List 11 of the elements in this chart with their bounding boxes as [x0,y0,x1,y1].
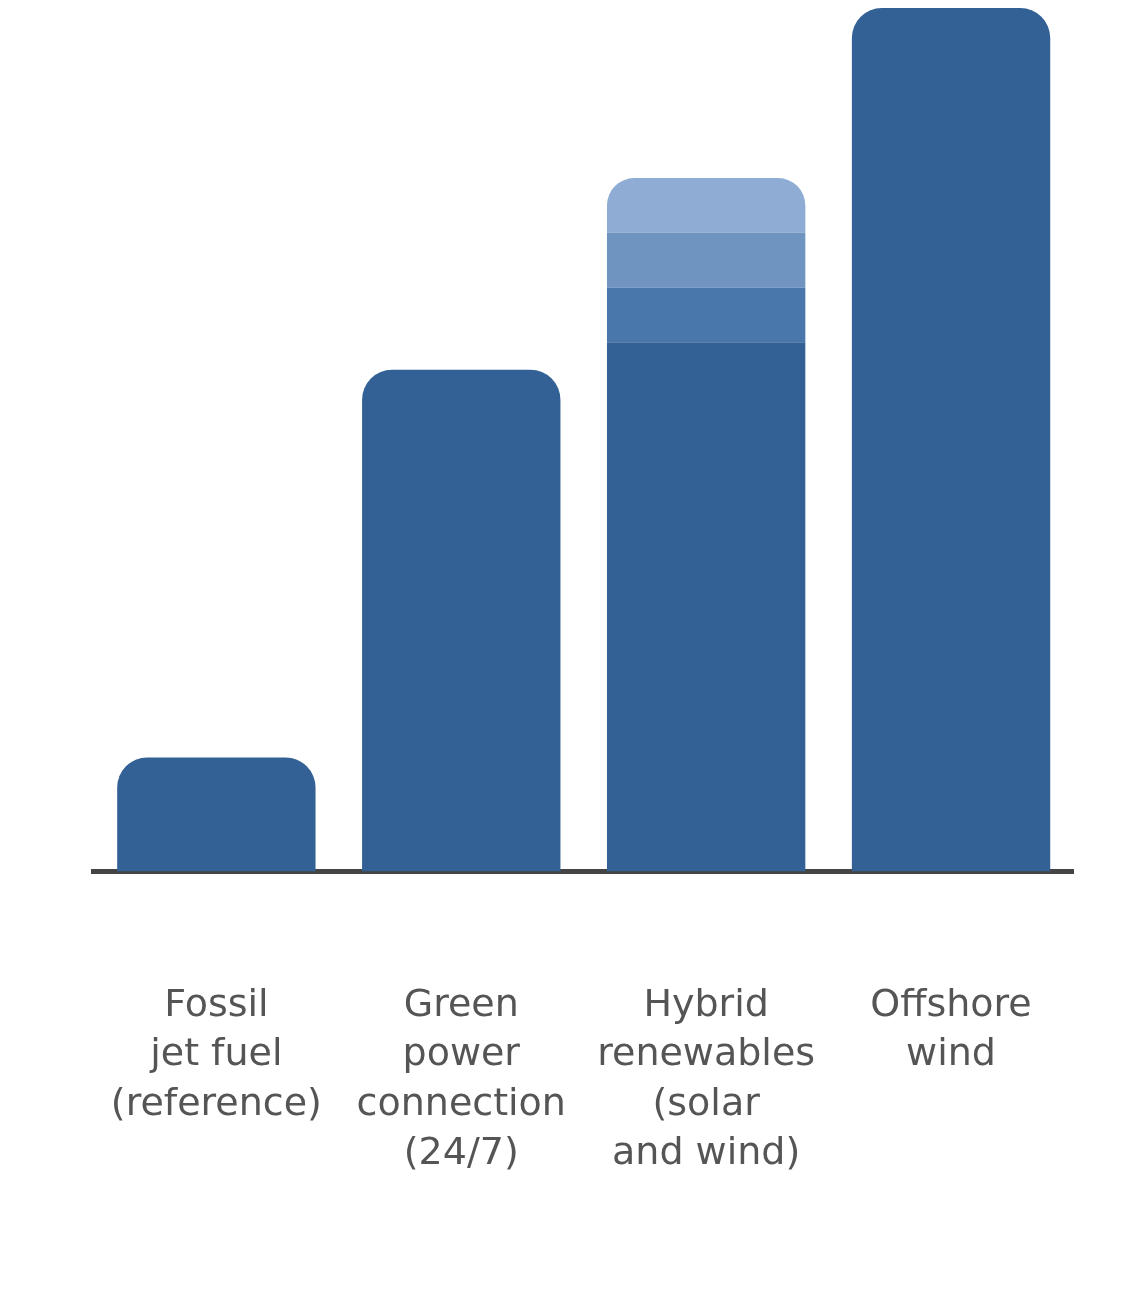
bar [606,287,806,343]
bar [851,8,1051,872]
bar [362,369,561,872]
x-tick-label: Fossil jet fuel (reference) [110,980,322,1124]
bar [606,178,806,233]
x-tick-label: Green power connection (24/7) [356,980,566,1174]
bar [606,342,806,872]
x-tick-label: Hybrid renewables (solar and wind) [597,980,816,1174]
bar [117,757,316,872]
x-tick-label: Offshore wind [870,980,1032,1075]
bar [606,232,806,288]
